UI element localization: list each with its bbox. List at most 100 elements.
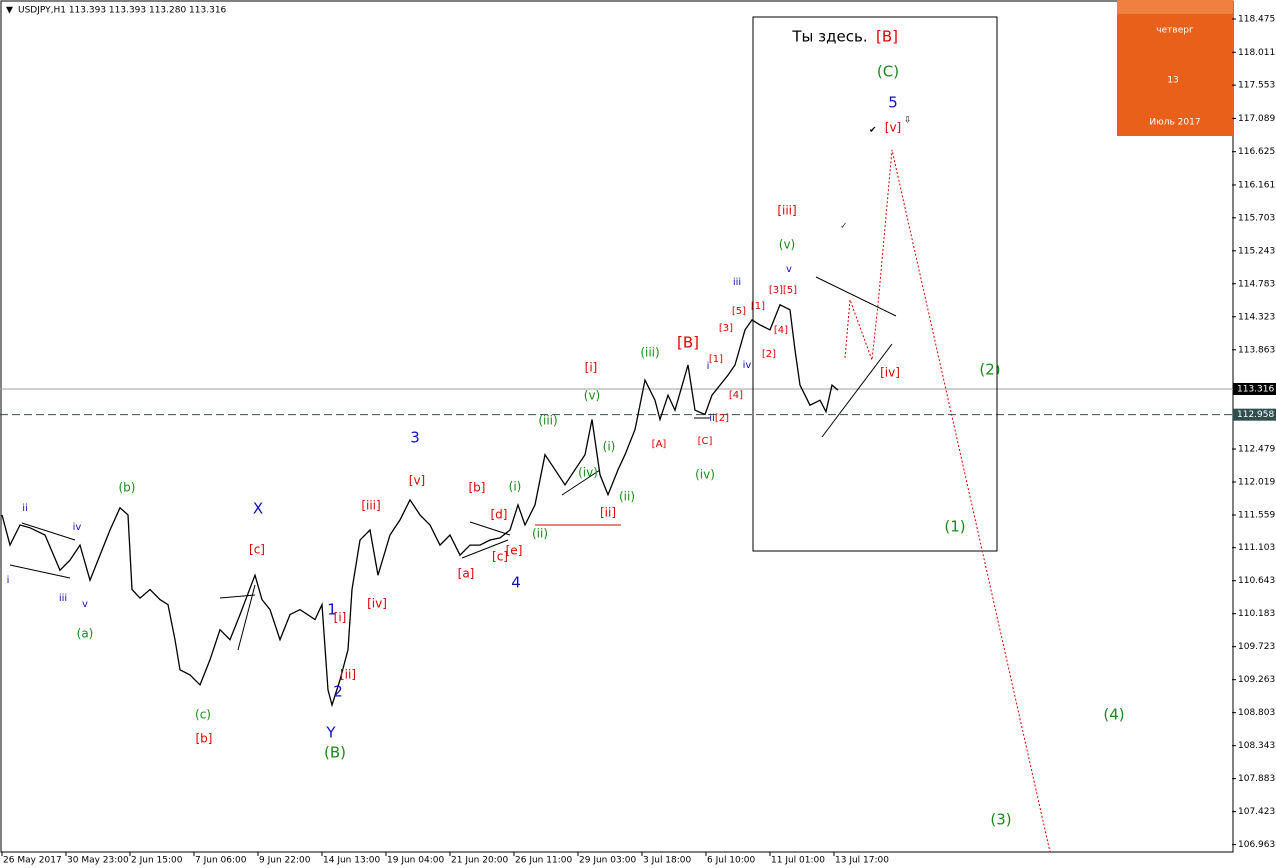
wave-label: [4]	[774, 325, 788, 336]
triangle-line	[9, 564, 71, 579]
wave-label: (c)	[195, 708, 211, 722]
wave-label: (3)	[990, 811, 1011, 829]
wave-label: (C)	[877, 63, 899, 81]
triangle-line	[219, 594, 256, 599]
wave-label: [d]	[491, 508, 508, 522]
y-tick-label: 107.423	[1238, 807, 1275, 817]
triangle-line	[21, 522, 76, 541]
y-tick-label: 115.243	[1238, 246, 1275, 256]
wave-label: [5]	[783, 285, 797, 296]
wave-label: (ii)	[532, 527, 548, 541]
menu-arrow: ▼	[6, 6, 13, 16]
wave-label: iv	[743, 360, 752, 371]
x-tick-label: 26 May 2017	[3, 856, 62, 866]
x-tick-label: 7 Jun 06:00	[195, 856, 247, 866]
y-tick-label: 116.161	[1238, 180, 1275, 190]
price-label-bg	[1233, 408, 1276, 421]
x-tick-label: 21 Jun 20:00	[451, 856, 508, 866]
wave-label: [e]	[506, 544, 523, 558]
x-tick-label: 3 Jul 18:00	[643, 856, 692, 866]
wave-label: 1	[327, 601, 337, 619]
wave-label: iii	[59, 593, 67, 604]
wave-label: [c]	[249, 543, 265, 557]
y-tick-label: 112.479	[1238, 445, 1275, 455]
triangle-line	[815, 276, 897, 317]
y-tick-label: 109.723	[1238, 642, 1275, 652]
calendar: четверг 13 Июль 2017	[1117, 0, 1233, 136]
wave-label: [i]	[585, 361, 598, 375]
x-tick-label: 19 Jun 04:00	[387, 856, 444, 866]
wave-label: 2	[333, 683, 343, 701]
wave-label: (v)	[779, 238, 795, 252]
y-tick-label: 107.883	[1238, 774, 1275, 784]
y-tick-label: 114.783	[1238, 279, 1275, 289]
price-label: 112.958	[1237, 410, 1274, 420]
triangle-line	[461, 539, 509, 559]
wave-label: [1]	[709, 354, 723, 365]
wave-label: [5]	[732, 306, 746, 317]
wave-label: (4)	[1103, 706, 1124, 724]
triangle-line	[561, 469, 601, 496]
calendar-month: Июль 2017	[1149, 118, 1200, 128]
wave-label: [b]	[196, 732, 213, 746]
triangle-line	[821, 343, 893, 438]
x-tick-label: 9 Jun 22:00	[259, 856, 311, 866]
wave-label: [3]	[769, 285, 783, 296]
y-tick-label: 117.553	[1238, 81, 1275, 91]
check-mark: ✓	[840, 222, 848, 232]
y-tick-label: 108.803	[1238, 708, 1275, 718]
wave-label: (1)	[944, 518, 965, 536]
y-tick-label: 108.343	[1238, 741, 1275, 751]
wave-label: [iii]	[777, 204, 796, 218]
wave-label: [1]	[751, 301, 765, 312]
wave-label: [iii]	[361, 499, 380, 513]
wave-label: v	[786, 264, 792, 275]
y-tick-label: 110.183	[1238, 609, 1275, 619]
wave-label: iii	[733, 277, 741, 288]
wave-label: Ты здесь.	[791, 28, 867, 46]
pattern-lines	[9, 276, 897, 651]
chart-title: USDJPY,H1 113.393 113.393 113.280 113.31…	[18, 6, 227, 16]
wave-label: [v]	[409, 474, 425, 488]
y-tick-label: 106.963	[1238, 840, 1275, 850]
wave-label: ii	[709, 413, 715, 424]
y-tick-label: 113.863	[1238, 345, 1275, 355]
wave-label: [2]	[762, 349, 776, 360]
wave-label: [B]	[876, 28, 898, 46]
y-tick-label: 111.103	[1238, 543, 1275, 553]
y-tick-label: 118.475	[1238, 15, 1275, 25]
y-tick-label: 114.323	[1238, 312, 1275, 322]
x-tick-label: 29 Jun 03:00	[579, 856, 636, 866]
forecast-line	[844, 149, 1051, 853]
y-tick-label: 112.019	[1238, 478, 1275, 488]
arrow-icon: ⇩	[904, 116, 912, 126]
wave-label: v	[82, 599, 88, 610]
calendar-day: 13	[1167, 76, 1178, 86]
check-mark: ✔	[869, 126, 877, 136]
x-tick-label: 30 May 23:00	[67, 856, 129, 866]
wave-label: X	[253, 500, 263, 518]
y-tick-label: 110.643	[1238, 576, 1275, 586]
wave-label: [v]	[885, 121, 901, 135]
wave-label: (ii)	[619, 490, 635, 504]
triangle-line	[469, 521, 511, 536]
price-line	[1, 303, 839, 708]
wave-label: [b]	[469, 481, 486, 495]
triangle-line	[237, 584, 256, 651]
wave-label: [iv]	[367, 597, 387, 611]
x-tick-label: 13 Jul 17:00	[835, 856, 889, 866]
y-tick-label: 118.011	[1238, 48, 1275, 58]
wave-label: (iii)	[640, 346, 659, 360]
calendar-bg	[1117, 0, 1233, 136]
wave-label: [2]	[715, 413, 729, 424]
wave-label: [C]	[698, 436, 713, 447]
wave-label: (iv)	[578, 466, 598, 480]
wave-label: [iv]	[880, 366, 900, 380]
wave-label: [3]	[719, 323, 733, 334]
wave-label: (i)	[603, 440, 616, 454]
plot-frame	[0, 0, 1234, 853]
wave-label: [A]	[652, 439, 667, 450]
y-tick-label: 109.263	[1238, 675, 1275, 685]
